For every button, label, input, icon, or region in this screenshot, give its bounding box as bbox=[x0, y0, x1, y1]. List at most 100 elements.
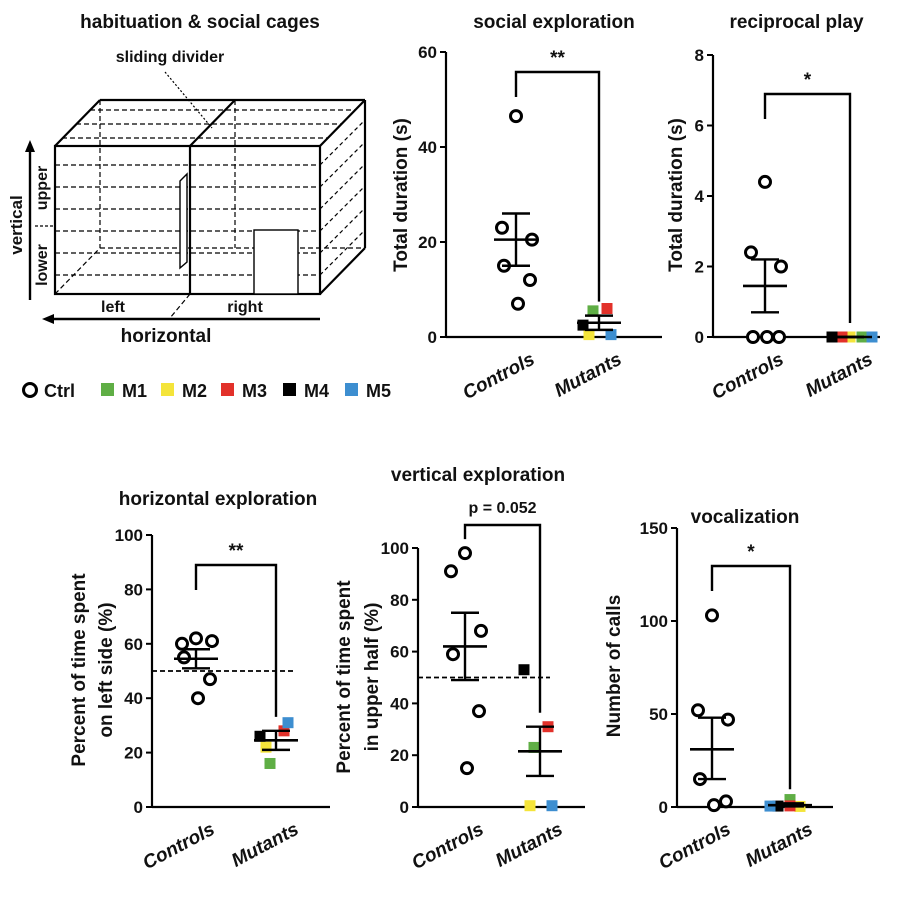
legend-marker-m3 bbox=[221, 383, 234, 396]
y-tick-label: 20 bbox=[124, 744, 143, 763]
y-tick-label: 40 bbox=[418, 138, 437, 157]
y-tick-label: 80 bbox=[390, 591, 409, 610]
legend-ctrl-marker bbox=[22, 382, 38, 398]
control-point bbox=[175, 636, 189, 651]
control-point bbox=[203, 672, 217, 687]
nest-box bbox=[253, 229, 299, 295]
y-tick-label: 100 bbox=[115, 526, 143, 545]
legend-marker-m1 bbox=[101, 383, 114, 396]
significance-label: ** bbox=[229, 541, 244, 562]
control-point bbox=[446, 647, 460, 662]
vertical-arrowhead bbox=[25, 140, 35, 152]
x-tick-label-controls: Controls bbox=[656, 819, 735, 874]
x-tick-label-mutants: Mutants bbox=[228, 819, 302, 872]
legend-label-m2: M2 bbox=[182, 381, 207, 401]
horizontal-label: horizontal bbox=[121, 326, 212, 347]
y-tick-label: 100 bbox=[381, 539, 409, 558]
mutant-point-m2 bbox=[583, 329, 595, 341]
diagram-title: habituation & social cages bbox=[80, 12, 320, 33]
cage-hidden-lines bbox=[54, 100, 365, 319]
control-point bbox=[721, 712, 735, 727]
cage-side-level-line bbox=[319, 163, 366, 210]
right-label: right bbox=[227, 299, 263, 316]
significance-bracket bbox=[194, 563, 278, 717]
mutant-point-m1 bbox=[264, 757, 276, 769]
control-point bbox=[511, 296, 525, 311]
y-tick-label: 20 bbox=[390, 746, 409, 765]
y-tick-label: 40 bbox=[390, 694, 409, 713]
mutant-point-m5 bbox=[605, 329, 617, 341]
legend-marker-m4 bbox=[283, 383, 296, 396]
mutant-point-m1 bbox=[784, 794, 796, 806]
mutant-point-m4 bbox=[518, 664, 530, 676]
legend-label-m5: M5 bbox=[366, 381, 391, 401]
cage-side-level-line bbox=[319, 207, 366, 254]
chart-recip: reciprocal play 0 2 4 6 8 Total duration (s) Co… bbox=[666, 12, 880, 404]
y-tick-label: 60 bbox=[418, 43, 437, 62]
y-tick-label: 150 bbox=[640, 519, 668, 538]
y-axis-label: Percent of time spent bbox=[334, 580, 355, 774]
legend-label-m4: M4 bbox=[304, 381, 329, 401]
significance-bracket bbox=[763, 92, 852, 323]
significance-bracket bbox=[463, 523, 542, 713]
y-axis-label: Percent of time spent bbox=[69, 573, 90, 767]
y-tick-label: 80 bbox=[124, 580, 143, 599]
x-tick-label-controls: Controls bbox=[140, 819, 219, 874]
control-point bbox=[719, 794, 733, 809]
y-tick-label: 6 bbox=[695, 117, 704, 136]
left-label: left bbox=[101, 299, 126, 316]
chart-vert: vertical exploration 0 20 40 60 80 100 Percent … bbox=[334, 465, 585, 874]
mutant-point-m3 bbox=[601, 303, 613, 314]
control-point bbox=[705, 608, 719, 623]
y-tick-label: 2 bbox=[695, 258, 704, 277]
x-tick-label-mutants: Mutants bbox=[742, 819, 816, 872]
control-point bbox=[460, 761, 474, 776]
legend-marker-m2 bbox=[161, 383, 174, 396]
significance-label: ** bbox=[550, 48, 565, 69]
significance-label: p = 0.052 bbox=[468, 500, 536, 517]
cage-side-level-line bbox=[319, 229, 366, 276]
significance-bracket bbox=[710, 564, 792, 790]
x-tick-label-mutants: Mutants bbox=[551, 349, 625, 402]
chart-title: social exploration bbox=[473, 12, 635, 33]
control-point bbox=[691, 703, 705, 718]
y-tick-label: 0 bbox=[695, 328, 704, 347]
legend-label-m1: M1 bbox=[122, 381, 147, 401]
cage-frame bbox=[53, 98, 367, 296]
control-point bbox=[191, 691, 205, 706]
y-axis-label: Number of calls bbox=[604, 595, 625, 738]
y-tick-label: 0 bbox=[659, 798, 668, 817]
upper-label: upper bbox=[34, 166, 51, 210]
cage-side-level-line bbox=[319, 119, 366, 166]
y-tick-label: 0 bbox=[134, 798, 143, 817]
chart-title: vocalization bbox=[691, 507, 800, 528]
control-point bbox=[746, 330, 760, 344]
divider-label: sliding divider bbox=[116, 49, 224, 66]
control-point bbox=[177, 650, 191, 665]
control-point bbox=[772, 330, 786, 344]
significance-label: * bbox=[747, 542, 755, 563]
y-axis-label: Total duration (s) bbox=[391, 118, 412, 272]
x-tick-label-mutants: Mutants bbox=[802, 349, 876, 402]
x-tick-label-mutants: Mutants bbox=[492, 819, 566, 872]
control-point bbox=[774, 259, 788, 274]
chart-title: horizontal exploration bbox=[119, 489, 317, 510]
y-tick-label: 100 bbox=[640, 612, 668, 631]
divider-door bbox=[179, 172, 188, 270]
y-axis-label-line2: on left side (%) bbox=[96, 602, 117, 737]
mutant-point-m2 bbox=[524, 800, 536, 812]
control-point bbox=[444, 564, 458, 579]
legend-label-ctrl: Ctrl bbox=[44, 381, 75, 401]
x-tick-label-controls: Controls bbox=[409, 819, 488, 874]
cage-diagram: habituation & social cages sliding divid… bbox=[7, 12, 367, 347]
control-point bbox=[495, 220, 509, 235]
vertical-label: vertical bbox=[7, 195, 26, 255]
x-tick-label-controls: Controls bbox=[709, 349, 788, 404]
y-tick-label: 60 bbox=[390, 643, 409, 662]
y-tick-label: 4 bbox=[695, 187, 705, 206]
lower-label: lower bbox=[34, 244, 51, 286]
y-tick-label: 40 bbox=[124, 689, 143, 708]
mutant-point-m1 bbox=[587, 305, 599, 317]
